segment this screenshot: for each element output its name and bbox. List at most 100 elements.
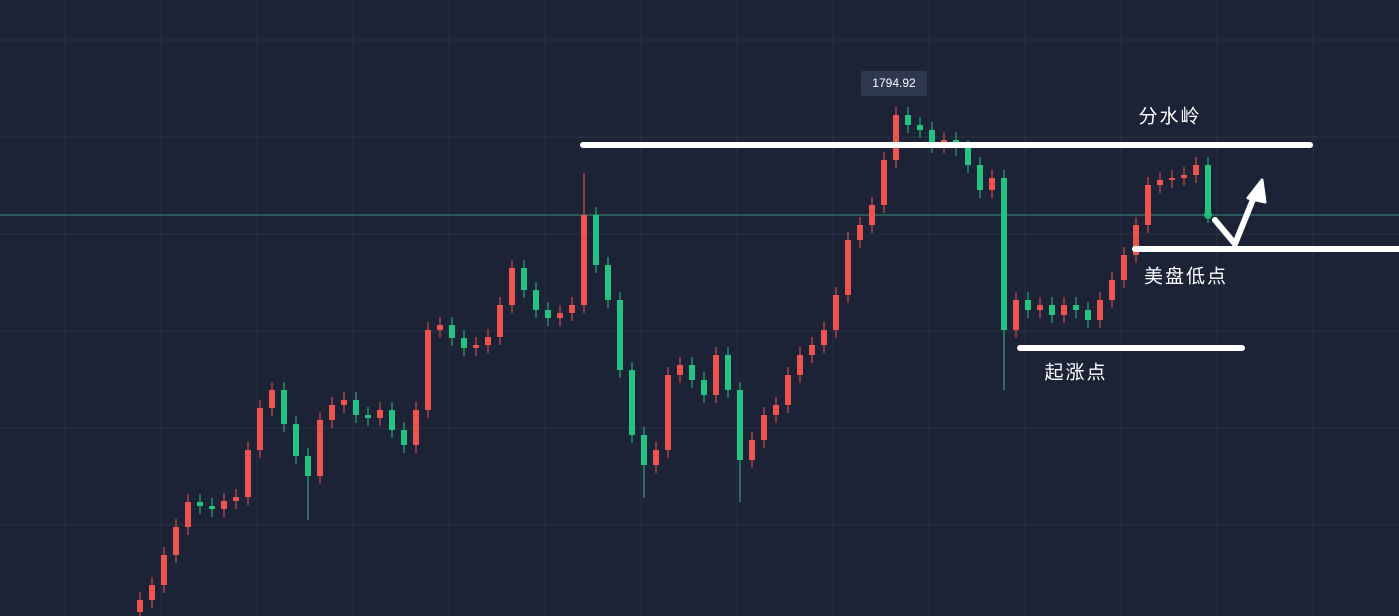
candle-body [1121,255,1127,280]
candles [137,106,1212,616]
candle-body [797,355,803,375]
candle-body [365,415,371,418]
candle-body [257,408,263,450]
candle-body [425,330,431,410]
candle-body [833,295,839,330]
candle-body [353,400,359,415]
candle-body [605,265,611,300]
candle-body [929,130,935,145]
candle-body [545,310,551,318]
candle-body [617,300,623,370]
candle-body [1025,300,1031,310]
candle-body [977,165,983,190]
candle-body [1085,310,1091,320]
peak-label: 1794.92 [872,76,916,90]
candle-body [989,178,995,190]
candle-body [593,215,599,265]
candle-body [401,430,407,445]
annotation: 美盘低点 [1144,266,1228,288]
candle-body [473,345,479,348]
candle-body [149,585,155,600]
candle-body [461,338,467,348]
candle-body [1145,185,1151,225]
candle-body [653,450,659,465]
candle-body [329,405,335,420]
candle-body [1001,178,1007,330]
candle-body [317,420,323,476]
candle-body [173,527,179,555]
candle-body [749,440,755,460]
candle-body [1037,305,1043,310]
candle-body [557,313,563,318]
candle-body [221,501,227,509]
candle-body [281,390,287,424]
candle-body [1049,305,1055,315]
candle-body [1205,165,1211,215]
candle-body [713,355,719,395]
candle-body [233,497,239,501]
candle-body [857,225,863,240]
candle-body [1157,180,1163,185]
candle-body [629,370,635,435]
candle-body [737,390,743,460]
candle-body [161,555,167,585]
candle-body [1061,305,1067,315]
candle-body [569,305,575,313]
candle-body [185,502,191,527]
arrow-head [1246,178,1267,204]
candle-body [761,415,767,440]
candle-body [701,380,707,395]
candle-body [497,305,503,337]
candle-body [845,240,851,295]
candle-body [917,125,923,130]
candle-body [689,365,695,380]
candle-body [773,405,779,415]
candle-body [665,375,671,450]
candle-body [533,290,539,310]
annotation: 起涨点 [1044,362,1107,384]
candle-body [377,410,383,418]
candle-body [1073,305,1079,310]
candle-body [821,330,827,345]
candle-body [869,205,875,225]
candle-body [209,506,215,509]
candle-body [137,600,143,612]
candle-body [269,390,275,408]
last-price-dot [1204,211,1212,219]
candle-body [449,325,455,338]
annotation: 分水岭 [1138,106,1201,128]
candle-body [1181,175,1187,178]
candle-body [197,502,203,506]
candle-body [305,456,311,476]
candle-body [437,325,443,330]
candle-body [881,160,887,205]
candle-body [1013,300,1019,330]
candle-body [293,424,299,456]
candle-body [1193,165,1199,175]
candle-body [965,148,971,165]
candle-body [641,435,647,465]
candle-body [1133,225,1139,255]
candle-body [905,115,911,125]
candle-body [485,337,491,345]
peak-label-box [861,71,927,96]
candle-body [893,115,899,160]
candle-body [677,365,683,375]
candle-body [521,268,527,290]
drawn-arrow [1212,189,1259,247]
candle-body [509,268,515,305]
candle-body [725,355,731,390]
candle-body [341,400,347,405]
candle-body [1109,280,1115,300]
candle-body [389,410,395,430]
candle-body [413,410,419,445]
candle-body [1169,178,1175,180]
candle-body [785,375,791,405]
candle-body [581,215,587,305]
candle-body [1097,300,1103,320]
candle-body [809,345,815,355]
candle-body [245,450,251,497]
